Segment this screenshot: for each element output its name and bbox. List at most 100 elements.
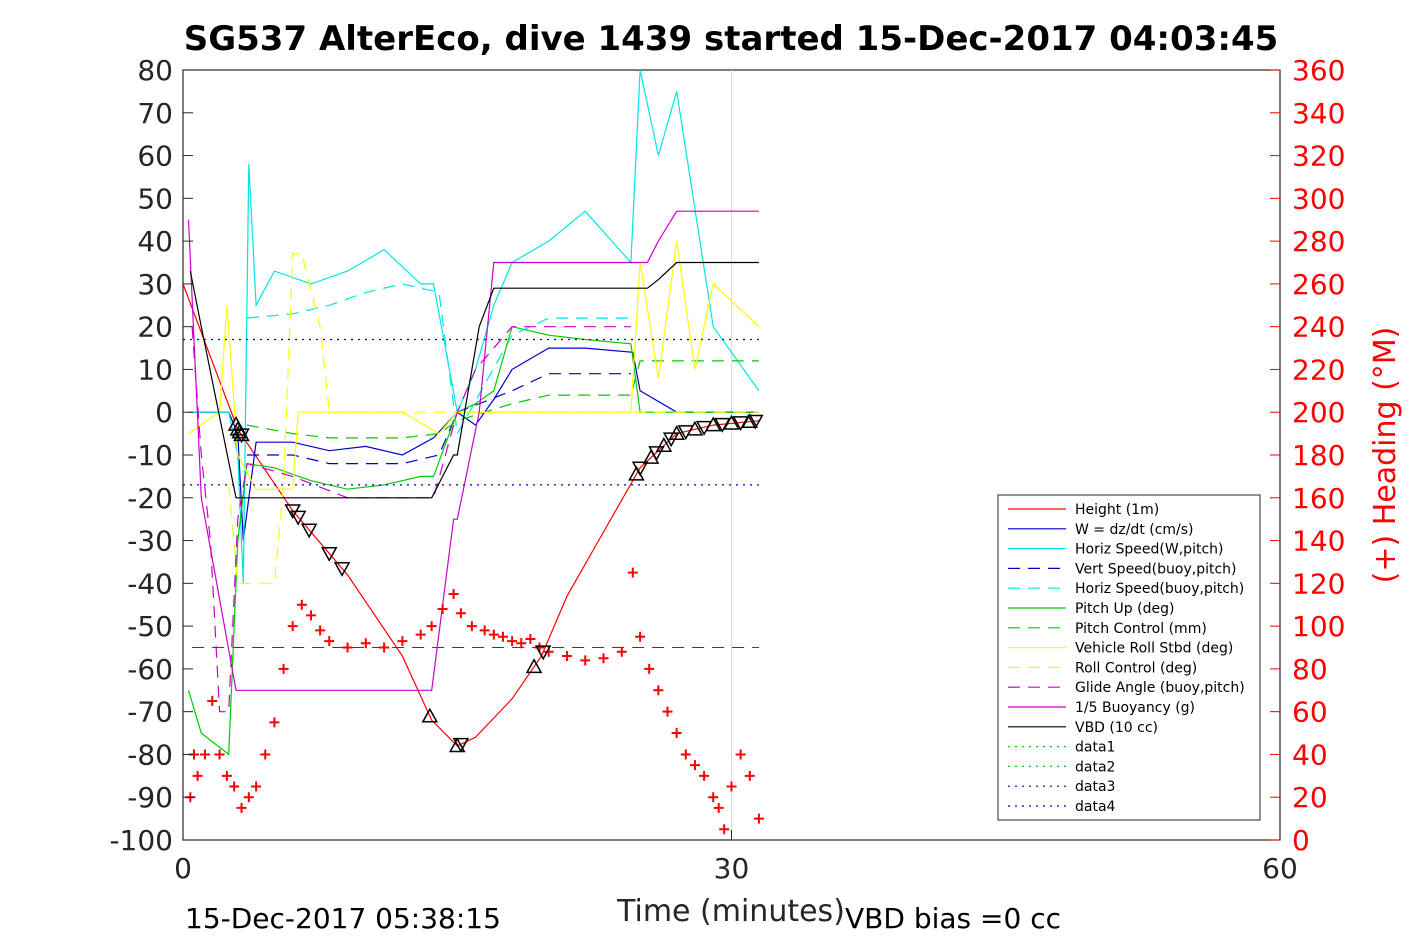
legend-label-12: data1: [1075, 740, 1115, 756]
heading-point: [753, 813, 764, 824]
triangle-down-marker: [732, 416, 749, 432]
heading-point: [448, 589, 459, 600]
y-right-tick-label: 340: [1292, 97, 1345, 130]
y-tick-label: 30: [137, 268, 173, 301]
heading-point: [199, 749, 210, 760]
y-tick-label: 60: [137, 140, 173, 173]
x-tick-label: 30: [714, 852, 750, 885]
series-line-2: [188, 69, 760, 584]
heading-point: [324, 636, 335, 647]
heading-point: [243, 792, 254, 803]
heading-point: [379, 642, 390, 653]
y-tick-label: -50: [127, 610, 173, 643]
y-right-tick-label: 160: [1292, 482, 1345, 515]
heading-point: [479, 625, 490, 636]
legend-label-1: W = dz/dt (cm/s): [1075, 522, 1194, 538]
heading-point: [214, 749, 225, 760]
footer-vbd-bias: VBD bias =0 cc: [845, 902, 1061, 935]
axes: 80706050403020100-10-20-30-40-50-60-70-8…: [109, 54, 1345, 885]
footer-date: 15-Dec-2017 05:38:15: [185, 902, 501, 935]
legend-label-8: Roll Control (deg): [1075, 660, 1197, 676]
heading-point: [719, 824, 730, 835]
heading-point: [415, 629, 426, 640]
heading-point: [426, 621, 437, 632]
heading-point: [507, 636, 518, 647]
y-tick-label: 40: [137, 225, 173, 258]
triangle-down-marker: [320, 547, 338, 562]
heading-point: [251, 781, 262, 792]
y-tick-label: 70: [137, 97, 173, 130]
triangle-down-marker: [695, 420, 713, 436]
legend-label-14: data3: [1075, 779, 1115, 795]
triangle-up-marker: [525, 658, 543, 674]
heading-point: [680, 749, 691, 760]
heading-point: [662, 706, 673, 717]
series-line-7: [188, 241, 760, 490]
y-right-tick-label: 100: [1292, 610, 1345, 643]
heading-point: [671, 728, 682, 739]
y-right-tick-label: 180: [1292, 439, 1345, 472]
y-right-tick-label: 280: [1292, 225, 1345, 258]
x-tick-label: 60: [1262, 852, 1298, 885]
y-right-tick-label: 40: [1292, 738, 1328, 771]
legend-label-13: data2: [1075, 759, 1115, 775]
y-tick-label: 80: [137, 54, 173, 87]
series-line-6: [246, 360, 759, 439]
triangle-down-marker: [648, 446, 665, 461]
heading-point: [689, 760, 700, 771]
chart-title: SG537 AlterEco, dive 1439 started 15-Dec…: [184, 19, 1279, 59]
heading-point: [497, 631, 508, 642]
right-axis-label: (+) Heading (°M): [1368, 327, 1403, 584]
triangle-down-marker: [677, 425, 695, 441]
series-line-3: [247, 373, 631, 465]
y-tick-label: -60: [127, 653, 173, 686]
y-tick-label: -20: [127, 482, 173, 515]
y-right-tick-label: 0: [1292, 824, 1310, 857]
legend-label-15: data4: [1075, 799, 1116, 815]
y-tick-label: 10: [137, 353, 173, 386]
heading-point: [397, 636, 408, 647]
triangle-down-marker: [233, 428, 250, 444]
y-right-tick-label: 360: [1292, 54, 1345, 87]
heading-point: [229, 781, 240, 792]
legend-label-5: Pitch Up (deg): [1075, 601, 1174, 617]
triangle-down-marker: [333, 562, 351, 577]
heading-point: [236, 802, 247, 813]
y-tick-label: 50: [137, 182, 173, 215]
heading-point: [644, 663, 655, 674]
heading-point: [627, 567, 638, 578]
y-right-tick-label: 120: [1292, 567, 1345, 600]
y-right-tick-label: 240: [1292, 311, 1345, 344]
legend-label-10: 1/5 Buoyancy (g): [1075, 700, 1195, 716]
y-right-tick-label: 220: [1292, 353, 1345, 386]
heading-point: [466, 621, 477, 632]
y-tick-label: -70: [127, 696, 173, 729]
triangle-up-marker: [723, 414, 740, 430]
heading-point: [278, 663, 289, 674]
heading-point: [653, 685, 664, 696]
series-line-4: [246, 283, 631, 436]
heading-point: [287, 621, 298, 632]
legend-label-11: VBD (10 cc): [1075, 720, 1158, 736]
heading-point: [437, 604, 448, 614]
legend: Height (1m) W = dz/dt (cm/s) Horiz Speed(W…: [997, 494, 1261, 821]
heading-point: [488, 629, 499, 640]
heading-point: [360, 638, 371, 649]
series-line-9: [191, 326, 631, 713]
triangle-down-marker: [300, 523, 318, 539]
y-right-tick-label: 300: [1292, 182, 1345, 215]
triangle-up-marker: [655, 437, 673, 452]
triangle-up-marker: [741, 413, 759, 428]
heading-point: [580, 655, 591, 666]
series-line-11: [189, 261, 759, 499]
heading-point: [525, 633, 536, 644]
heading-point: [744, 770, 755, 781]
y-tick-label: 0: [155, 396, 173, 429]
y-tick-label: -40: [127, 567, 173, 600]
heading-point: [516, 638, 527, 649]
heading-point: [221, 770, 232, 781]
heading-point: [598, 653, 609, 664]
heading-point: [192, 770, 203, 781]
triangle-down-marker: [289, 510, 307, 526]
